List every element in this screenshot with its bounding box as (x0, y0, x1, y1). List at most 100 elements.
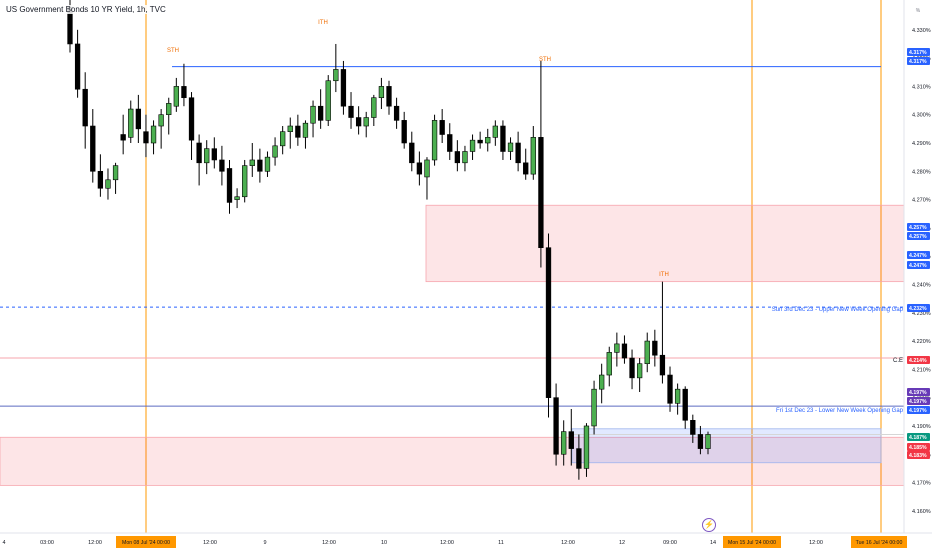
y-tick-label: 4.170% (912, 481, 931, 487)
candle (264, 151, 271, 177)
time-highlight-badge (116, 536, 176, 548)
candle (204, 140, 210, 175)
candle-body (697, 434, 704, 449)
candle-body (393, 105, 400, 121)
candle (644, 332, 650, 373)
x-tick-label: 12 (619, 540, 625, 546)
price-label-badge (907, 451, 930, 459)
candle (363, 111, 369, 138)
candle (82, 72, 88, 149)
y-tick-label: 4.270% (912, 198, 931, 204)
candle-body (606, 352, 612, 376)
candle-body (90, 125, 96, 172)
candle (150, 120, 157, 155)
y-tick-label: 4.210% (912, 367, 931, 373)
candle (545, 233, 552, 418)
candle (401, 111, 407, 149)
y-tick-label: 4.230% (912, 311, 931, 317)
x-tick-label: 12:00 (440, 540, 454, 546)
candle (128, 100, 134, 143)
candle (97, 154, 104, 197)
candle (523, 148, 529, 180)
candle-body (173, 86, 179, 107)
candle-body (325, 80, 331, 121)
x-tick-label: 12:00 (809, 540, 823, 546)
y-tick-label: 4.280% (912, 169, 931, 175)
candle (317, 89, 324, 129)
candle-body (500, 125, 506, 152)
candle-body (204, 148, 210, 164)
candle (310, 100, 316, 138)
candle (302, 120, 309, 149)
candle (416, 151, 423, 186)
candle-body (97, 170, 104, 189)
price-label-badge (907, 304, 930, 312)
candle-body (196, 142, 202, 164)
candle-body (705, 434, 711, 449)
candle-body (386, 86, 392, 107)
candle (477, 131, 483, 149)
y-tick-label: 4.290% (912, 141, 931, 147)
time-highlight-label: Mon 15 Jul '24 00:00 (728, 540, 776, 546)
price-label: 4.197% (909, 390, 927, 396)
candle (287, 117, 293, 149)
x-tick-label: 03:00 (40, 540, 54, 546)
zone-rect (0, 436, 905, 486)
price-label: 4.185% (909, 445, 927, 451)
price-label-badge (907, 48, 930, 56)
candle (386, 80, 392, 115)
x-tick-label: 12:00 (203, 540, 217, 546)
candle-body (181, 86, 187, 99)
time-highlight-label: Tue 16 Jul '24 00:00 (856, 540, 903, 546)
price-label: 4.317% (909, 50, 927, 56)
price-label: 4.257% (909, 225, 927, 231)
candle-body (112, 165, 119, 181)
candle (355, 106, 362, 135)
candle-body (340, 69, 347, 107)
candle-body (629, 357, 635, 379)
candle (439, 109, 445, 143)
candle (257, 148, 263, 183)
candle (393, 97, 400, 129)
candle-body (591, 388, 597, 427)
candle-body (371, 97, 377, 118)
candle (667, 366, 673, 412)
candle-body (302, 122, 309, 138)
candle-body (82, 88, 88, 127)
candle-body (515, 142, 521, 164)
lightning-icon[interactable]: ⚡ (702, 518, 716, 532)
candle (462, 145, 468, 172)
candle-body (462, 151, 468, 164)
zone-rect (425, 204, 905, 283)
candle (181, 63, 187, 107)
candle (636, 358, 643, 393)
candle-body (257, 159, 263, 172)
candle-body (310, 105, 316, 124)
x-tick-label: 14 (710, 540, 716, 546)
candle-body (659, 354, 666, 376)
x-tick-label: 10 (381, 540, 387, 546)
y-tick-label: 4.330% (912, 28, 931, 34)
annotation-label: STH (167, 48, 179, 54)
candle-body (280, 131, 286, 147)
candle (697, 425, 704, 455)
price-label: 4.197% (909, 408, 927, 414)
candle (606, 346, 612, 387)
candle-body (333, 69, 339, 82)
candle-body (378, 86, 385, 99)
chart-title: US Government Bonds 10 YR Yield, 1h, TVC (4, 5, 168, 14)
candle (378, 77, 385, 110)
candle-body (636, 363, 643, 379)
candle (280, 126, 286, 155)
candle (188, 92, 195, 160)
price-label: 4.197% (909, 399, 927, 405)
scale-corner-label: % (916, 8, 921, 14)
candle (226, 159, 233, 214)
candle-body (644, 340, 650, 365)
candle (234, 188, 240, 209)
candle-body (242, 165, 248, 198)
price-label-badge (907, 232, 930, 240)
candle-body (682, 388, 688, 421)
